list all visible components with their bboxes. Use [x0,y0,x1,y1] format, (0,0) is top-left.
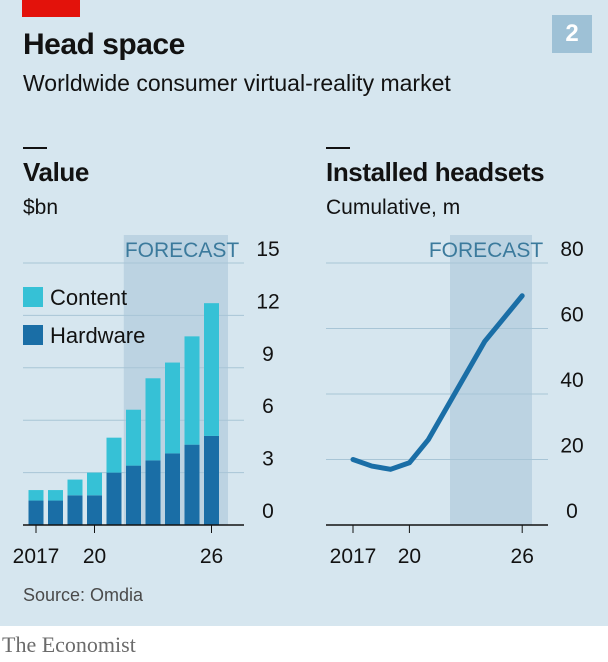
value-x-tick-label: 2017 [13,545,60,568]
chart-number-badge: 2 [552,15,592,53]
headsets-x-tick-label: 20 [398,545,421,568]
brand-red-bar [22,0,80,17]
value-y-tick-label: 9 [262,343,274,366]
value-bar-hardware [126,465,141,525]
value-bar-hardware [48,500,63,525]
value-bar-hardware [87,495,102,525]
value-bar-content [87,472,102,496]
value-bar-content [106,437,122,473]
value-bar-hardware [67,495,83,525]
chart-title: Head space [23,28,185,61]
headsets-x-tick-label: 26 [511,545,534,568]
value-forecast-label: FORECAST [125,239,240,262]
value-y-tick-label: 6 [262,395,274,418]
value-bar-hardware [184,444,200,525]
value-y-tick-label: 0 [262,500,274,523]
value-bar-hardware [204,435,219,525]
charts-svg: FORECAST 0 3 6 9 12 15 2017 20 26 Content Hardware F… [13,235,584,568]
headsets-y-tick-label: 20 [560,435,583,458]
headsets-forecast-label: FORECAST [429,239,544,262]
headsets-y-tick-label: 0 [566,500,578,523]
headsets-panel-title: Installed headsets [326,157,545,187]
value-x-tick-label: 20 [83,545,106,568]
headsets-y-tick-label: 80 [560,238,583,261]
value-bar-hardware [28,500,44,525]
value-x-tick-label: 26 [200,545,223,568]
source-note: Source: Omdia [23,585,144,605]
value-bar-content [204,303,219,436]
value-bar-hardware [165,453,180,525]
value-panel-unit: $bn [23,196,59,219]
legend-content-swatch [23,287,43,307]
headsets-series-line [350,293,525,472]
economist-logo-text: The Economist [2,632,136,657]
value-y-tick-label: 3 [262,448,274,471]
headsets-y-tick-label: 60 [560,304,583,327]
value-bar-content [28,490,44,501]
value-bar-content [145,378,161,461]
value-panel-title: Value [23,157,89,187]
value-bar-hardware [145,460,161,525]
value-bar-content [126,409,141,466]
headsets-panel-unit: Cumulative, m [326,196,461,219]
headsets-x-tick-label: 2017 [330,545,377,568]
value-bar-hardware [106,472,122,525]
value-y-tick-label: 12 [256,290,279,313]
value-bar-content [48,490,63,501]
value-bar-content [165,362,180,454]
headsets-panel-rule [326,147,350,149]
chart-subtitle: Worldwide consumer virtual-reality marke… [23,70,451,96]
legend-content-label: Content [50,285,127,310]
headsets-y-tick-label: 40 [560,369,583,392]
legend-hardware-swatch [23,325,43,345]
value-panel-rule [23,147,47,149]
value-y-tick-label: 15 [256,238,279,261]
value-bar-content [184,336,200,445]
value-bar-content [67,479,83,496]
legend-hardware-label: Hardware [50,323,145,348]
